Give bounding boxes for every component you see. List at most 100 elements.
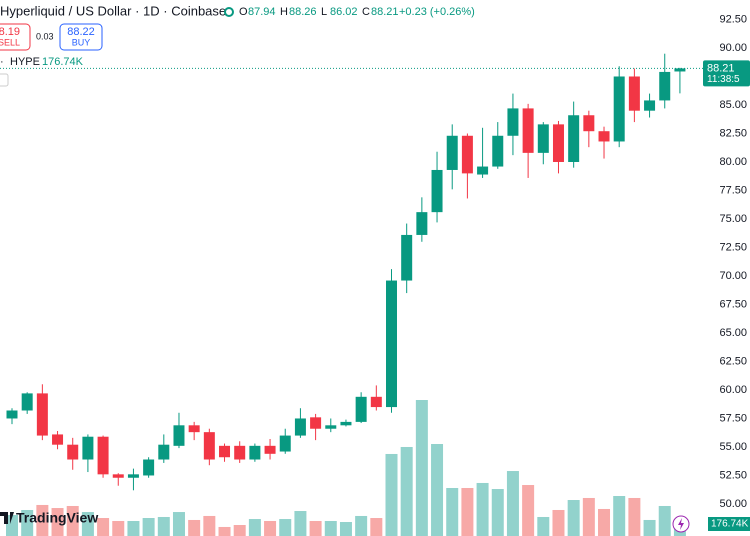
price-label-bg: [703, 60, 750, 87]
candle-body: [82, 436, 94, 460]
volume-bar: [658, 505, 671, 536]
ohlc-value: 88.26: [289, 6, 317, 18]
status-dot: [224, 7, 234, 17]
countdown: 11:38:5: [707, 74, 740, 85]
candle-body: [294, 418, 306, 436]
candle-body: [583, 115, 595, 132]
y-tick-label: 70.00: [719, 270, 747, 282]
y-tick-label: 75.00: [719, 213, 747, 225]
sell-label: SELL: [0, 37, 20, 47]
volume-bar: [552, 509, 565, 536]
volume-bar: [309, 520, 322, 536]
logo: TradingView: [0, 510, 98, 526]
volume-bar: [279, 519, 292, 536]
ohlc-value: 86.02: [330, 6, 358, 18]
candle-body: [537, 124, 549, 153]
volume-bar: [567, 500, 580, 536]
buy-button[interactable]: [59, 23, 103, 51]
candle-body: [158, 444, 170, 460]
candle-body: [67, 444, 79, 460]
candle-body: [173, 425, 185, 446]
candle-body: [36, 393, 48, 436]
volume-name: HYPE: [10, 56, 40, 68]
y-tick-label: 77.50: [719, 184, 747, 196]
volume-bar: [643, 519, 656, 536]
candle-body: [492, 135, 504, 167]
candle-body: [203, 432, 215, 460]
brand: TradingView: [16, 510, 98, 526]
y-tick-label: 82.50: [719, 127, 747, 139]
collapse-button[interactable]: [0, 73, 9, 87]
y-tick-label: 80.00: [719, 156, 747, 168]
volume-bar: [264, 520, 277, 536]
ohlc-change: +0.23 (+0.26%): [399, 6, 475, 18]
volume-bar: [6, 515, 18, 536]
volume-bar: [476, 482, 489, 536]
candle-body: [112, 474, 124, 478]
candle-body: [264, 445, 276, 454]
volume-bar: [142, 518, 155, 536]
candle-body: [461, 135, 473, 174]
candle-body: [249, 445, 261, 460]
candles: [6, 53, 686, 491]
y-tick-label: 67.50: [719, 298, 747, 310]
candle-body: [598, 131, 610, 142]
candle-body: [355, 396, 367, 422]
candle-body: [431, 169, 443, 213]
volume-bar: [218, 526, 231, 536]
volume-bar: [188, 519, 201, 536]
volume-bar: [203, 515, 216, 536]
candle-body: [340, 421, 352, 426]
candle-body: [568, 115, 580, 162]
candle-body: [370, 396, 382, 408]
candle-body: [446, 135, 458, 170]
volume-bar: [127, 520, 140, 536]
sell-button[interactable]: [0, 23, 31, 51]
volume-bar: [21, 509, 34, 536]
volume-bar: [613, 496, 626, 536]
volume-bar: [506, 471, 519, 536]
candle-body: [279, 435, 291, 452]
volume-bar: [157, 516, 170, 536]
y-tick-label: 85.00: [719, 99, 747, 111]
candle-body: [644, 100, 656, 111]
buy-label: BUY: [72, 37, 91, 47]
sell-price: 88.19: [0, 26, 20, 38]
y-tick-label: 62.50: [719, 355, 747, 367]
ohlc-letter: L: [321, 6, 327, 18]
volume-bar: [385, 453, 398, 536]
volume-bar: [400, 446, 413, 536]
candle-body: [6, 410, 18, 419]
y-tick-label: 52.50: [719, 469, 747, 481]
volume-dot: ·: [0, 56, 4, 68]
volume-bar: [51, 508, 64, 536]
volume-bar: [491, 489, 504, 536]
ohlc-legend: O 87.94 H 88.26 L 86.02 C 88.21 +0.23 (+0.26%): [239, 6, 475, 18]
ohlc-value: 87.94: [248, 6, 276, 18]
volume-bar: [97, 518, 110, 536]
volume-bar: [431, 443, 444, 536]
candle-body: [21, 393, 33, 411]
y-tick-label: 57.50: [719, 412, 747, 424]
volume-bar: [628, 497, 641, 536]
candle-body: [522, 108, 534, 153]
y-tick-label: 92.50: [719, 13, 747, 25]
candle-body: [552, 124, 564, 162]
price-label: 88.21: [707, 62, 735, 74]
y-tick-label: 50.00: [719, 498, 747, 510]
volume-bar: [598, 508, 611, 536]
volume-bar: [461, 487, 474, 536]
candle-body: [416, 212, 428, 235]
candle-body: [477, 166, 489, 175]
ohlc-letter: H: [280, 6, 288, 18]
volume-bar: [324, 520, 337, 536]
volume-bar: [339, 522, 352, 536]
buy-price: 88.22: [67, 26, 95, 38]
candle-body: [325, 425, 337, 429]
y-tick-label: 65.00: [719, 327, 747, 339]
chart-title: Hyperliquid / US Dollar · 1D · Coinbase: [0, 3, 226, 18]
volume-pane: [6, 400, 686, 536]
candle-body: [188, 425, 200, 433]
bolt: [678, 518, 684, 530]
